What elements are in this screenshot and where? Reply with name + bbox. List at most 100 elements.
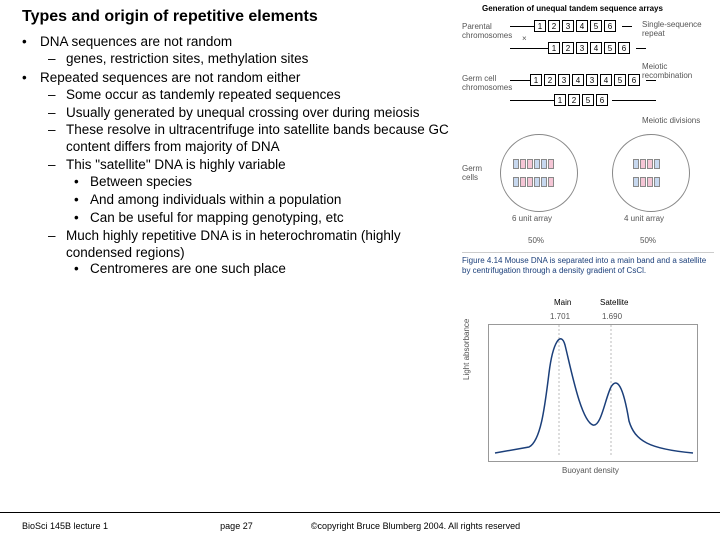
bullet-b3: These resolve in ultracentrifuge into sa… <box>48 122 462 156</box>
footer-left: BioSci 145B lecture 1 <box>22 521 182 531</box>
array-cell: 4 <box>576 20 588 32</box>
label-recomb: Meiotic recombination <box>642 62 714 80</box>
footer-mid: page 27 <box>186 521 286 531</box>
mini-cell <box>654 159 660 169</box>
mini-cell <box>647 159 653 169</box>
array-cell: 1 <box>554 94 566 106</box>
germ-cell-circle-1 <box>500 134 578 212</box>
label-parental: Parental chromosomes <box>462 22 512 40</box>
mini-cell <box>534 159 540 169</box>
bullet-text: These resolve in ultracentrifuge into sa… <box>66 122 449 154</box>
label-single: Single-sequence repeat <box>642 20 702 38</box>
bullet-content: DNA sequences are not random genes, rest… <box>22 34 462 280</box>
label-main: Main <box>554 298 571 307</box>
array-cell: 2 <box>568 94 580 106</box>
figure-tandem-arrays: Generation of unequal tandem sequence ar… <box>462 4 714 284</box>
bullet-text: Much highly repetitive DNA is in heteroc… <box>66 228 401 260</box>
mini-cell <box>647 177 653 187</box>
label-satellite: Satellite <box>600 298 628 307</box>
bullet-b4c: Can be useful for mapping genotyping, et… <box>74 210 462 227</box>
array-cell: 2 <box>562 42 574 54</box>
label-divisions: Meiotic divisions <box>642 116 700 125</box>
bullet-b5: Much highly repetitive DNA is in heteroc… <box>48 228 462 279</box>
array-cell: 1 <box>530 74 542 86</box>
mini-cell <box>534 177 540 187</box>
label-4unit: 4 unit array <box>624 214 664 223</box>
array-cell: 1 <box>548 42 560 54</box>
mini-cell <box>640 177 646 187</box>
array-cell: 4 <box>590 42 602 54</box>
array-cell: 2 <box>544 74 556 86</box>
slide: Types and origin of repetitive elements … <box>0 0 720 540</box>
bullet-text: Some occur as tandemly repeated sequence… <box>66 87 341 102</box>
label-pctL: 50% <box>528 236 544 245</box>
array-cell: 5 <box>590 20 602 32</box>
mini-cell <box>520 177 526 187</box>
fig-top-heading: Generation of unequal tandem sequence ar… <box>482 4 663 13</box>
array-cell: 6 <box>596 94 608 106</box>
label-germ-cells: Germ cells <box>462 164 482 182</box>
mini-cell <box>548 177 554 187</box>
bullet-b1: Some occur as tandemly repeated sequence… <box>48 87 462 104</box>
bullet-a1: genes, restriction sites, methylation si… <box>48 51 462 68</box>
bullet-b5a: Centromeres are one such place <box>74 261 462 278</box>
array-cell: 1 <box>534 20 546 32</box>
label-6unit: 6 unit array <box>512 214 552 223</box>
array-cell: 4 <box>572 74 584 86</box>
array-row-3: 12343456 <box>530 74 640 86</box>
bullet-b4b: And among individuals within a populatio… <box>74 192 462 209</box>
mini-cell <box>527 177 533 187</box>
array-row-1: 123456 <box>534 20 616 32</box>
label-satv: 1.690 <box>602 312 622 321</box>
bullet-text: Can be useful for mapping genotyping, et… <box>90 210 344 225</box>
mini-cell <box>513 159 519 169</box>
label-germ: Germ cell chromosomes <box>462 74 512 92</box>
array-cell: 3 <box>586 74 598 86</box>
mini-cell <box>541 177 547 187</box>
mini-cell <box>520 159 526 169</box>
label-mainv: 1.701 <box>550 312 570 321</box>
footer: BioSci 145B lecture 1 page 27 ©copyright… <box>0 512 720 534</box>
label-pctR: 50% <box>640 236 656 245</box>
bullet-text: DNA sequences are not random <box>40 34 232 49</box>
array-cell: 5 <box>614 74 626 86</box>
array-cell: 3 <box>558 74 570 86</box>
mini-cell <box>541 159 547 169</box>
mini-cell <box>548 159 554 169</box>
array-cell: 4 <box>600 74 612 86</box>
array-cell: 6 <box>618 42 630 54</box>
y-axis-label: Light absorbance <box>462 260 471 380</box>
bullet-text: Between species <box>90 174 192 189</box>
bullet-text: This "satellite" DNA is highly variable <box>66 157 286 172</box>
mini-cell <box>654 177 660 187</box>
array-cell: 5 <box>604 42 616 54</box>
mini-cell <box>633 159 639 169</box>
bullet-text: Repeated sequences are not random either <box>40 70 300 85</box>
array-cell: 6 <box>604 20 616 32</box>
array-cell: 5 <box>582 94 594 106</box>
bullet-b4: This "satellite" DNA is highly variable … <box>48 157 462 227</box>
bullet-text: Usually generated by unequal crossing ov… <box>66 105 419 120</box>
mini-cell <box>633 177 639 187</box>
bullet-a: DNA sequences are not random genes, rest… <box>22 34 462 68</box>
mini-cell <box>640 159 646 169</box>
bullet-text: genes, restriction sites, methylation si… <box>66 51 308 66</box>
bullet-b: Repeated sequences are not random either… <box>22 70 462 279</box>
array-row-4: 1256 <box>554 94 608 106</box>
array-cell: 6 <box>628 74 640 86</box>
array-row-2: 123456 <box>548 42 630 54</box>
mini-cell <box>513 177 519 187</box>
bullet-text: Centromeres are one such place <box>90 261 286 276</box>
germ-cell-circle-2 <box>612 134 690 212</box>
density-chart <box>488 324 698 462</box>
x-axis-label: Buoyant density <box>562 466 619 475</box>
array-cell: 3 <box>576 42 588 54</box>
array-cell: 2 <box>548 20 560 32</box>
footer-right: ©copyright Bruce Blumberg 2004. All righ… <box>311 521 711 531</box>
bullet-b4a: Between species <box>74 174 462 191</box>
figure-caption-bottom: Figure 4.14 Mouse DNA is separated into … <box>462 256 714 275</box>
mini-cell <box>527 159 533 169</box>
bullet-text: And among individuals within a populatio… <box>90 192 341 207</box>
bullet-b2: Usually generated by unequal crossing ov… <box>48 105 462 122</box>
figure-density-chart: Main Satellite 1.701 1.690 Light absorba… <box>462 290 714 490</box>
